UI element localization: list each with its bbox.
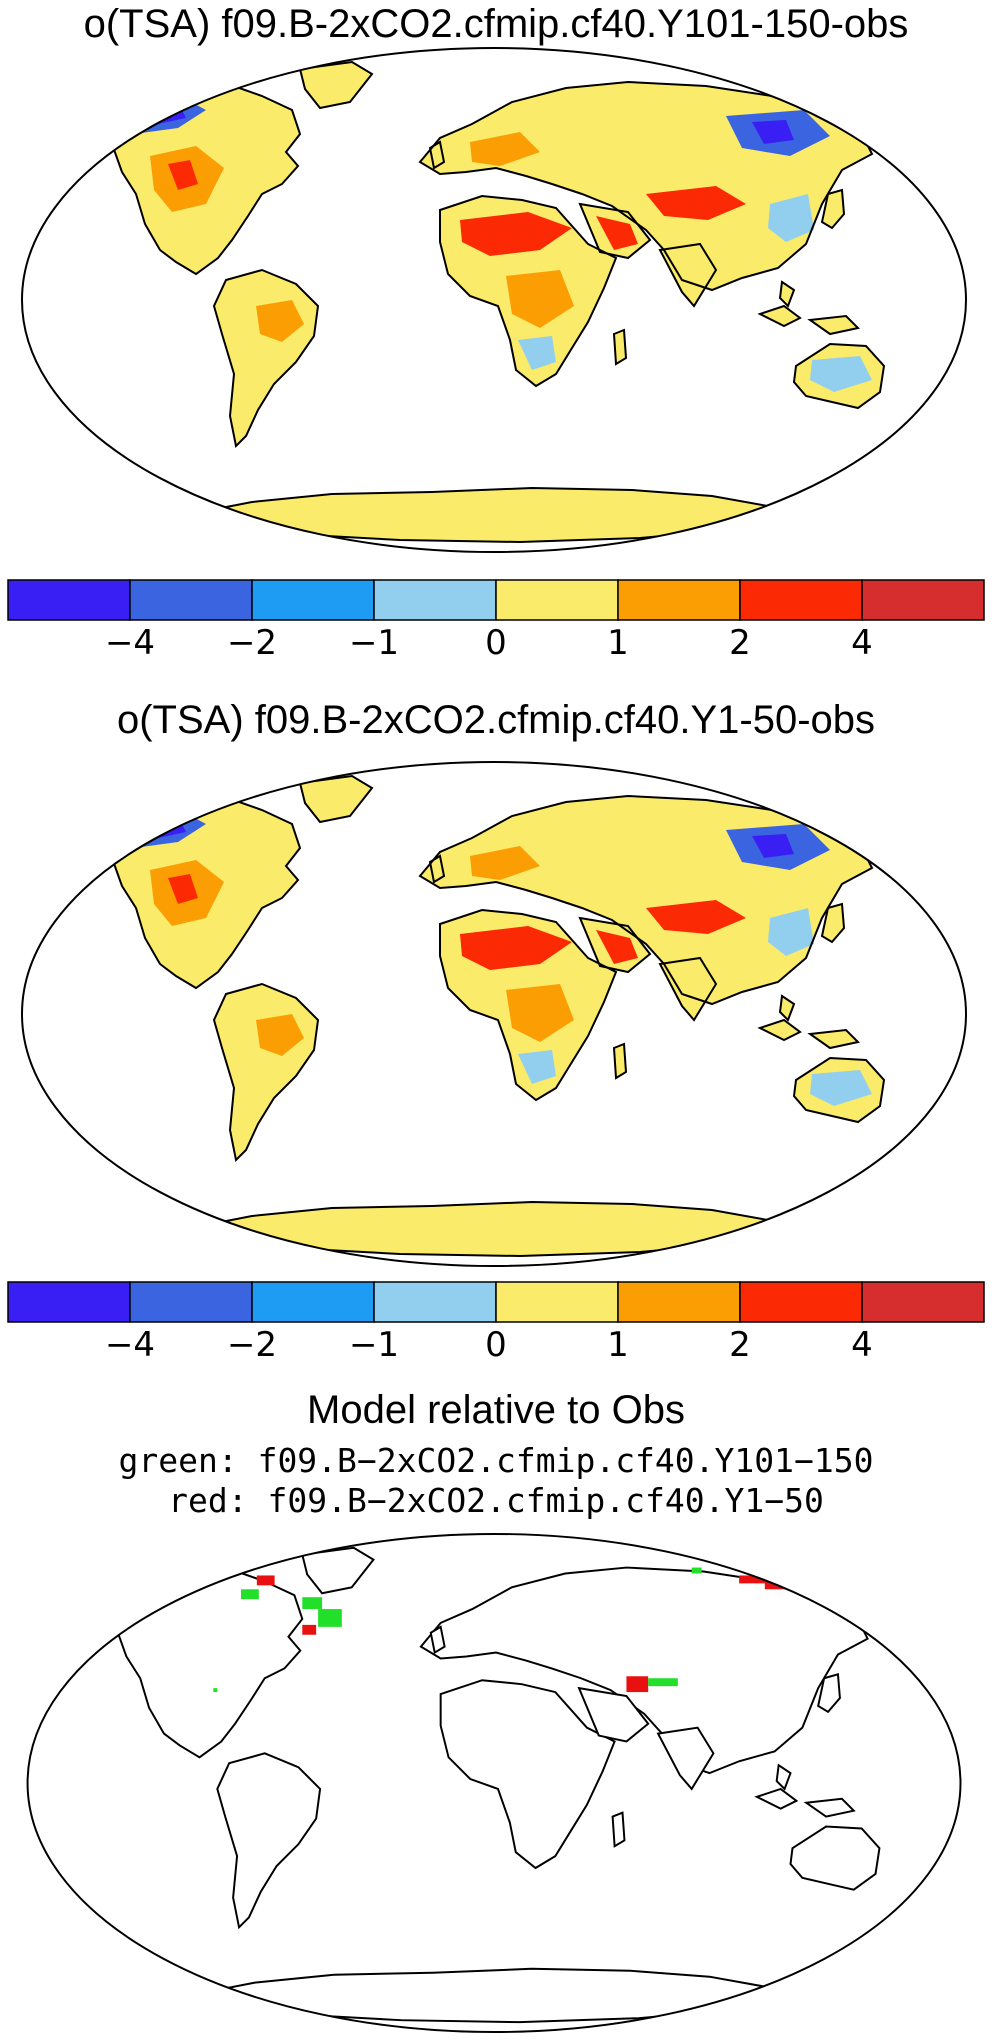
colorbar-swatch — [7, 579, 131, 621]
comparison-title: Model relative to Obs — [307, 1388, 685, 1432]
red-region — [171, 1575, 202, 1588]
panel-1-title: o(TSA) f09.B-2xCO2.cfmip.cf40.Y101-150-o… — [83, 2, 909, 46]
colorbar-tick-label: −2 — [227, 623, 277, 663]
colorbar-tick-label: 2 — [729, 1325, 751, 1365]
colorbar-swatch — [861, 579, 985, 621]
green-region — [213, 1688, 218, 1693]
panel-2-title: o(TSA) f09.B-2xCO2.cfmip.cf40.Y1-50-obs — [116, 698, 876, 742]
green-region — [832, 1585, 858, 1610]
green-region — [318, 1609, 342, 1627]
red-legend-label: red: f09.B−2xCO2.cfmip.cf40.Y1−50 — [168, 1481, 824, 1520]
colorbar-swatch — [251, 579, 375, 621]
map-boundary — [21, 761, 967, 1267]
colorbar-swatch — [495, 1281, 619, 1323]
green-legend-label: green: f09.B−2xCO2.cfmip.cf40.Y101−150 — [118, 1441, 874, 1480]
green-region — [132, 1573, 149, 1586]
red-region — [302, 1624, 317, 1635]
colorbar-tick-label: 4 — [851, 1325, 873, 1365]
colorbar-swatch — [617, 579, 741, 621]
colorbar-tick-label: 0 — [485, 1325, 507, 1365]
green-region — [691, 1567, 702, 1574]
colorbar-swatch — [739, 1281, 863, 1323]
panel-1-map — [21, 47, 967, 553]
colorbar-swatch — [7, 1281, 131, 1323]
green-region — [302, 1597, 323, 1610]
red-region — [256, 1575, 275, 1586]
green-region — [847, 1599, 862, 1614]
colorbar-swatch — [739, 579, 863, 621]
colorbar-tick-label: 2 — [729, 623, 751, 663]
colorbar-swatch — [373, 579, 497, 621]
panel-1-colorbar: −4 −2 −1 0 1 2 4 — [7, 579, 985, 663]
colorbar-tick-label: 1 — [607, 1325, 629, 1365]
colorbar-swatch — [617, 1281, 741, 1323]
red-region — [739, 1575, 765, 1584]
green-region — [648, 1678, 678, 1687]
colorbar-tick-label: −4 — [105, 1325, 155, 1365]
colorbar-swatch — [251, 1281, 375, 1323]
map-boundary — [21, 47, 967, 553]
colorbar-tick-label: 4 — [851, 623, 873, 663]
panel-2-colorbar: −4 −2 −1 0 1 2 4 — [7, 1281, 985, 1365]
panel-2-map — [21, 761, 967, 1267]
colorbar-tick-label: 1 — [607, 623, 629, 663]
colorbar-swatch — [495, 579, 619, 621]
colorbar-swatch — [373, 1281, 497, 1323]
colorbar-swatch — [861, 1281, 985, 1323]
colorbar-tick-label: 0 — [485, 623, 507, 663]
comparison-map — [26, 1532, 962, 2034]
colorbar-swatch — [129, 1281, 253, 1323]
colorbar-tick-label: −2 — [227, 1325, 277, 1365]
colorbar-tick-label: −4 — [105, 623, 155, 663]
red-region — [626, 1676, 649, 1693]
colorbar-tick-label: −1 — [349, 1325, 399, 1365]
map-boundary — [26, 1532, 962, 2034]
colorbar-tick-label: −1 — [349, 623, 399, 663]
colorbar-swatch — [129, 579, 253, 621]
green-region — [241, 1589, 259, 1600]
red-region — [796, 1585, 819, 1594]
